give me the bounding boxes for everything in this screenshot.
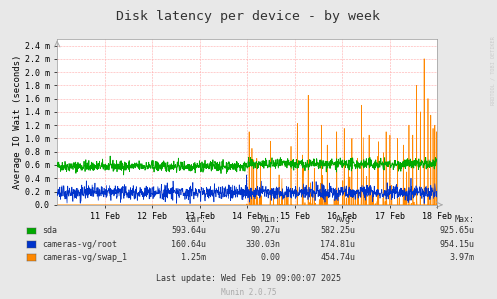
Text: 3.97m: 3.97m xyxy=(450,253,475,262)
Text: Cur:: Cur: xyxy=(186,215,206,224)
Text: 954.15u: 954.15u xyxy=(440,240,475,249)
Text: sda: sda xyxy=(42,226,57,235)
Text: 925.65u: 925.65u xyxy=(440,226,475,235)
Text: 593.64u: 593.64u xyxy=(171,226,206,235)
Text: 0.00: 0.00 xyxy=(261,253,281,262)
Text: cameras-vg/swap_1: cameras-vg/swap_1 xyxy=(42,253,127,262)
Text: cameras-vg/root: cameras-vg/root xyxy=(42,240,117,249)
Y-axis label: Average IO Wait (seconds): Average IO Wait (seconds) xyxy=(13,55,22,189)
Text: 330.03n: 330.03n xyxy=(246,240,281,249)
Text: 160.64u: 160.64u xyxy=(171,240,206,249)
Text: RRDTOOL / TOBI OETIKER: RRDTOOL / TOBI OETIKER xyxy=(491,36,496,105)
Text: 90.27u: 90.27u xyxy=(251,226,281,235)
Text: Avg:: Avg: xyxy=(335,215,355,224)
Text: Disk latency per device - by week: Disk latency per device - by week xyxy=(116,10,381,23)
Text: 582.25u: 582.25u xyxy=(321,226,355,235)
Text: 454.74u: 454.74u xyxy=(321,253,355,262)
Text: 1.25m: 1.25m xyxy=(181,253,206,262)
Text: Last update: Wed Feb 19 09:00:07 2025: Last update: Wed Feb 19 09:00:07 2025 xyxy=(156,274,341,283)
Text: Munin 2.0.75: Munin 2.0.75 xyxy=(221,288,276,297)
Text: Max:: Max: xyxy=(455,215,475,224)
Text: Min:: Min: xyxy=(261,215,281,224)
Text: 174.81u: 174.81u xyxy=(321,240,355,249)
